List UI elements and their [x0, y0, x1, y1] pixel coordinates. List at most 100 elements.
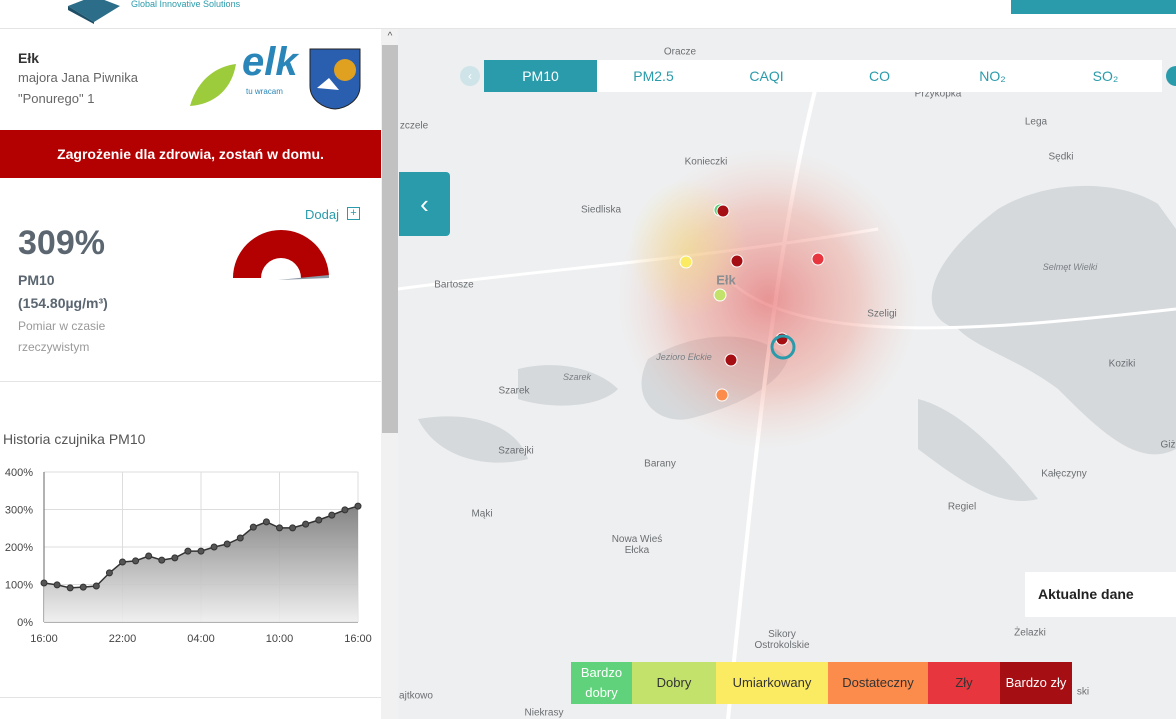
- tab[interactable]: SO₂: [1049, 60, 1162, 92]
- point: [236, 534, 244, 542]
- point: [315, 516, 323, 524]
- map-label: Regiel: [947, 501, 977, 513]
- point: [119, 558, 126, 566]
- legend-item: Umiarkowany: [716, 662, 828, 704]
- map-label: Jezioro Ełckie: [656, 352, 712, 362]
- legend-item: Dostateczny: [828, 662, 928, 704]
- y-tick-label: 400%: [5, 467, 33, 479]
- address: "Ponurego" 1: [18, 91, 95, 106]
- gauge-arc: [233, 230, 329, 278]
- city-logo-slogan: tu wracam: [246, 87, 283, 96]
- tab[interactable]: CO: [823, 60, 936, 92]
- alert-bar: Zagrożenie dla zdrowia, zostań w domu.: [0, 130, 381, 178]
- map-label: Nowa Wieś Ełcka: [611, 534, 663, 556]
- gauge: [233, 230, 329, 280]
- point: [132, 557, 140, 565]
- point: [302, 520, 310, 528]
- map-label: Koziki: [1108, 358, 1136, 370]
- point: [105, 569, 113, 577]
- area: [44, 506, 358, 622]
- point: [276, 524, 283, 532]
- logo-text: Global Innovative Solutions: [131, 0, 241, 9]
- logo-icon: [68, 0, 120, 24]
- scroll-up[interactable]: ^: [387, 31, 393, 42]
- map-label: ski: [1076, 686, 1090, 698]
- current-data-panel[interactable]: Aktualne dane: [1025, 572, 1176, 617]
- chart-title: Historia czujnika PM10: [3, 431, 146, 447]
- point: [92, 582, 100, 590]
- map-label: Żelazki: [1014, 627, 1046, 639]
- add-icon[interactable]: +: [347, 207, 360, 220]
- map-label: Szarek: [498, 385, 530, 397]
- point: [79, 583, 87, 591]
- map-label: Sędki: [1048, 151, 1074, 163]
- point: [341, 506, 349, 514]
- map-label: Giż: [1160, 439, 1176, 451]
- map-label: Bartosze: [434, 279, 474, 291]
- city-logo-name: elk: [242, 40, 298, 84]
- map-label: Szeligi: [867, 308, 897, 320]
- legend-item: Bardzo dobry: [571, 662, 632, 704]
- tab-prev[interactable]: ‹: [460, 66, 480, 86]
- map-label: ajtkowo: [399, 690, 433, 702]
- point: [223, 540, 231, 548]
- map-label: Siedliska: [580, 204, 622, 216]
- x-tick-label: 16:00: [30, 633, 58, 645]
- y-tick-label: 0%: [17, 617, 33, 629]
- header: [0, 0, 1176, 29]
- map-label: Kałęczyny: [1041, 468, 1087, 480]
- x-tick-label: 22:00: [109, 633, 137, 645]
- point: [66, 584, 74, 592]
- history-chart: 0% 100% 200% 300% 400% 16:00 22:00 04:00 10:00 16…: [5, 467, 372, 645]
- map-label: Szarejki: [498, 445, 534, 457]
- point: [354, 502, 362, 510]
- map: [398, 29, 1176, 719]
- point: [171, 554, 179, 562]
- legend-item: Bardzo zły: [1000, 662, 1072, 704]
- point: [184, 547, 192, 555]
- divider: [0, 381, 381, 382]
- collapse-button[interactable]: ‹: [399, 172, 450, 236]
- scrollbar-thumb[interactable]: [382, 45, 398, 433]
- tab[interactable]: PM2.5: [597, 60, 710, 92]
- tab[interactable]: CAQI: [710, 60, 823, 92]
- tab-next[interactable]: [1166, 66, 1176, 86]
- map-label: Mąki: [471, 508, 493, 520]
- city-logo: [190, 64, 236, 106]
- map-label: Barany: [644, 458, 676, 470]
- legend-item: Zły: [928, 662, 1000, 704]
- menu-button[interactable]: [1011, 0, 1176, 14]
- tab[interactable]: PM10: [484, 60, 597, 92]
- y-tick-label: 300%: [5, 505, 33, 517]
- point: [289, 524, 297, 532]
- city: Ełk: [18, 50, 40, 66]
- divider: [0, 697, 381, 698]
- legend-item: Dobry: [632, 662, 716, 704]
- x-tick-label: 04:00: [187, 633, 215, 645]
- y-tick-label: 200%: [5, 542, 33, 554]
- tab[interactable]: NO₂: [936, 60, 1049, 92]
- map-label: Selmęt Wielki: [1042, 262, 1098, 272]
- x-tick-label: 16:00: [344, 633, 372, 645]
- map-label: Przykopka: [914, 88, 962, 100]
- point: [197, 547, 205, 555]
- map-label: Niekrasy: [524, 707, 564, 719]
- point: [262, 518, 270, 526]
- map-label: Lega: [1024, 116, 1048, 128]
- measurement-note: Pomiar w czasie rzeczywistym: [18, 319, 106, 354]
- point: [210, 543, 218, 551]
- sensor-markers: [679, 203, 825, 402]
- point: [158, 556, 166, 564]
- map-label: Oracze: [663, 46, 697, 58]
- map-label: zczele: [399, 120, 429, 132]
- gauge-needle: [278, 275, 329, 280]
- add-button[interactable]: Dodaj: [305, 207, 339, 222]
- point: [249, 523, 257, 531]
- address: majora Jana Piwnika: [18, 70, 138, 85]
- map-label: Szarek: [562, 372, 592, 382]
- point: [40, 579, 48, 587]
- point: [328, 511, 336, 519]
- point: [53, 581, 61, 589]
- map-label: Konieczki: [684, 156, 728, 168]
